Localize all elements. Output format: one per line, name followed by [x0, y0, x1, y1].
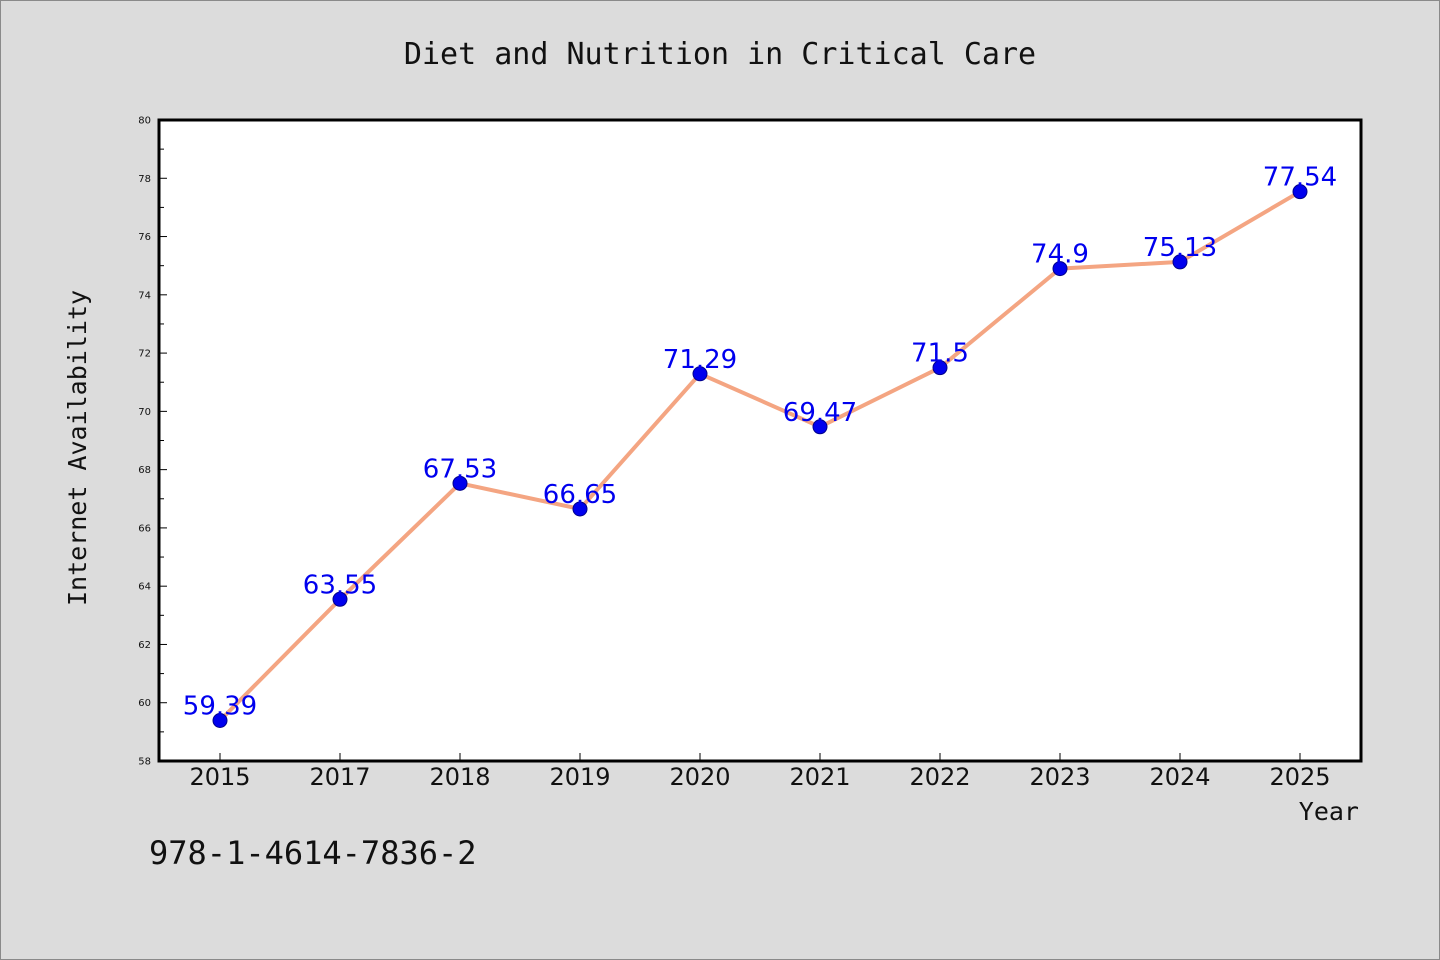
y-tick-label: 78 — [138, 174, 151, 185]
x-axis-label: Year — [1299, 797, 1359, 826]
data-label: 71.29 — [663, 345, 737, 375]
y-tick-label: 64 — [138, 582, 151, 593]
data-point — [1292, 184, 1308, 200]
x-tick-label: 2021 — [789, 763, 850, 791]
x-tick-label: 2019 — [549, 763, 610, 791]
y-tick-label: 76 — [138, 232, 151, 243]
y-tick-label: 70 — [138, 407, 151, 418]
x-tick-label: 2020 — [669, 763, 730, 791]
y-tick-label: 68 — [138, 465, 151, 476]
data-label: 69.47 — [783, 398, 857, 428]
y-axis-label: Internet Availability — [63, 290, 92, 606]
data-label: 75.13 — [1143, 233, 1217, 263]
data-point — [212, 713, 228, 729]
data-label: 63.55 — [303, 570, 377, 600]
x-tick-label: 2017 — [309, 763, 370, 791]
data-point — [692, 366, 708, 382]
y-axis-ticks: 58 60 62 64 66 68 70 72 74 76 78 80 — [138, 116, 167, 768]
markers-group — [212, 184, 1308, 729]
x-tick-label: 2015 — [189, 763, 250, 791]
y-tick-label: 72 — [138, 349, 151, 360]
data-point — [932, 360, 948, 376]
data-point — [452, 475, 468, 491]
data-label: 67.53 — [423, 454, 497, 484]
isbn-text: 978-1-4614-7836-2 — [149, 834, 477, 872]
x-tick-label: 2018 — [429, 763, 490, 791]
y-tick-label: 58 — [138, 757, 151, 768]
data-label: 77.54 — [1263, 163, 1337, 193]
y-tick-label: 60 — [138, 698, 151, 709]
data-label: 74.9 — [1031, 240, 1089, 270]
data-labels-group: 59.39 63.55 67.53 66.65 71.29 69.47 71.5 74.9 75… — [183, 163, 1337, 722]
series-line-group — [218, 189, 1302, 722]
x-axis-ticks: 2015 2017 2018 2019 2020 2021 2022 2023 2024 2025 — [189, 753, 1331, 791]
data-point — [812, 419, 828, 435]
data-point — [1172, 254, 1188, 270]
x-tick-label: 2022 — [909, 763, 970, 791]
data-label: 71.5 — [911, 339, 969, 369]
y-tick-label: 66 — [138, 523, 151, 534]
series-line — [218, 189, 1302, 722]
x-tick-label: 2023 — [1029, 763, 1090, 791]
plot-area — [159, 120, 1361, 761]
data-label: 66.65 — [543, 480, 617, 510]
data-point — [332, 591, 348, 607]
x-tick-label: 2024 — [1149, 763, 1210, 791]
y-tick-label: 80 — [138, 116, 151, 127]
y-tick-label: 74 — [138, 290, 151, 301]
y-tick-label: 62 — [138, 640, 151, 651]
plot-border — [157, 118, 1363, 763]
data-point — [572, 501, 588, 517]
data-label: 59.39 — [183, 692, 257, 722]
chart-title: Diet and Nutrition in Critical Care — [404, 37, 1036, 72]
x-tick-label: 2025 — [1269, 763, 1330, 791]
data-point — [1052, 261, 1068, 277]
